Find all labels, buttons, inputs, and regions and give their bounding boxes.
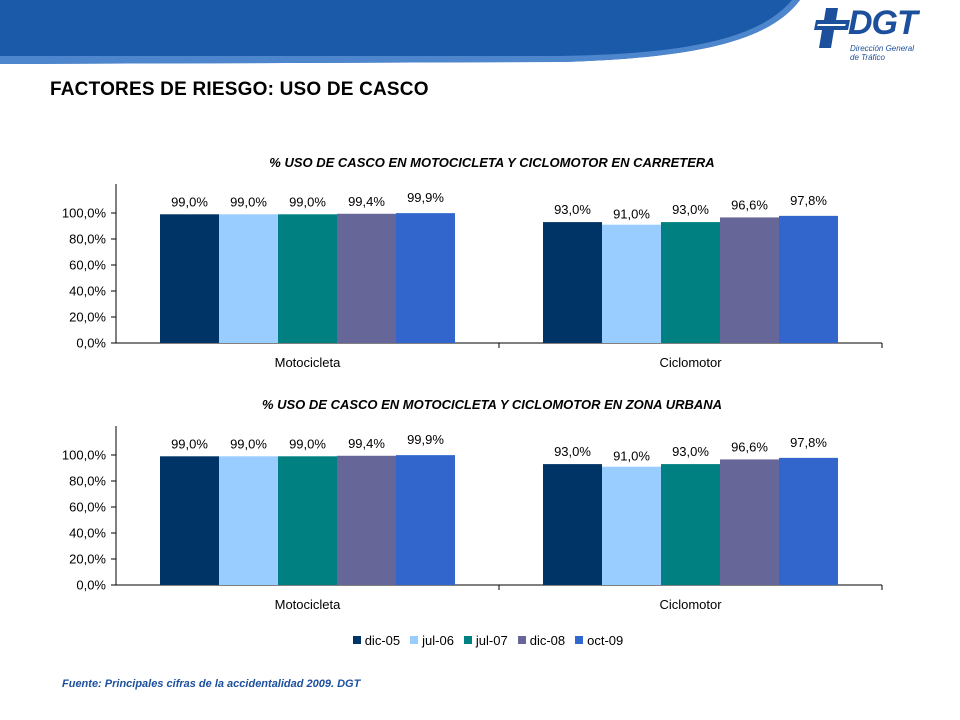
y-tick-label: 60,0%	[69, 500, 106, 515]
data-label: 99,9%	[407, 190, 444, 205]
bar-dic-05-motocicleta	[160, 456, 219, 585]
chart-title-carretera: % USO DE CASCO EN MOTOCICLETA Y CICLOMOT…	[269, 155, 715, 170]
data-label: 96,6%	[731, 439, 768, 454]
legend-label: jul-06	[422, 632, 454, 648]
banner-swoosh	[0, 0, 800, 64]
legend-swatch	[352, 636, 361, 644]
bar-oct-09-ciclomotor	[779, 215, 838, 343]
data-label: 99,9%	[407, 432, 444, 447]
legend-label: jul-07	[475, 632, 508, 648]
legend-item-oct-09: oct-09	[575, 631, 623, 649]
data-label: 99,0%	[230, 436, 267, 451]
data-label: 99,0%	[289, 436, 326, 451]
bar-dic-08-ciclomotor	[720, 459, 779, 585]
logo-text: DGT	[848, 4, 918, 42]
header-banner	[0, 0, 800, 64]
y-tick-label: 60,0%	[69, 258, 106, 273]
data-label: 99,0%	[289, 194, 326, 209]
data-label: 91,0%	[613, 449, 650, 464]
data-label: 91,0%	[613, 207, 650, 222]
legend-label: oct-09	[587, 632, 624, 648]
data-label: 99,0%	[230, 194, 267, 209]
y-tick-label: 80,0%	[69, 232, 106, 247]
bar-jul-06-motocicleta	[219, 214, 278, 343]
x-category-label: Motocicleta	[275, 355, 342, 370]
data-label: 96,6%	[731, 197, 768, 212]
y-tick-label: 20,0%	[69, 552, 106, 567]
bar-jul-06-motocicleta	[219, 456, 278, 585]
legend-item-jul-06: jul-06	[410, 631, 454, 649]
x-category-label: Motocicleta	[275, 597, 342, 612]
legend-swatch	[463, 636, 472, 644]
bar-jul-07-ciclomotor	[661, 222, 720, 343]
legend-label: dic-05	[364, 632, 401, 648]
chart-title-urbana: % USO DE CASCO EN MOTOCICLETA Y CICLOMOT…	[261, 397, 723, 412]
data-label: 99,0%	[171, 436, 208, 451]
data-label: 97,8%	[790, 193, 827, 208]
chart-carretera: 0,0% 20,0% 40,0% 60,0% 80,0% 100,0% 99,0% 99,0%…	[62, 184, 883, 370]
bar-dic-05-motocicleta	[160, 214, 219, 343]
bar-dic-08-motocicleta	[337, 213, 396, 343]
source-note: Fuente: Principales cifras de la acciden…	[62, 678, 361, 690]
bar-oct-09-ciclomotor	[779, 457, 838, 585]
bar-jul-06-ciclomotor	[602, 224, 661, 343]
bar-dic-08-ciclomotor	[720, 217, 779, 343]
dgt-cross-icon	[814, 8, 850, 48]
bar-jul-07-ciclomotor	[661, 464, 720, 585]
y-tick-label: 0,0%	[76, 578, 106, 593]
legend-swatch	[517, 636, 526, 644]
data-label: 99,4%	[348, 194, 385, 209]
y-tick-label: 40,0%	[69, 526, 106, 541]
bar-dic-05-ciclomotor	[543, 464, 602, 585]
logo-subtitle-line2: de Tráfico	[850, 53, 885, 62]
page-title: FACTORES DE RIESGO: USO DE CASCO	[50, 79, 429, 100]
legend-swatch	[410, 636, 419, 644]
data-label: 99,0%	[171, 194, 208, 209]
y-tick-label: 20,0%	[69, 310, 106, 325]
bar-jul-07-motocicleta	[278, 456, 337, 585]
bar-oct-09-motocicleta	[396, 213, 455, 343]
bar-oct-09-motocicleta	[396, 455, 455, 585]
data-label: 93,0%	[554, 202, 591, 217]
legend-swatch	[575, 636, 584, 644]
logo-subtitle: Dirección General de Tráfico	[850, 44, 914, 62]
bar-jul-07-motocicleta	[278, 214, 337, 343]
y-tick-label: 40,0%	[69, 284, 106, 299]
data-label: 93,0%	[672, 202, 709, 217]
legend-item-dic-05: dic-05	[352, 631, 401, 649]
y-tick-label: 0,0%	[76, 336, 106, 351]
bar-jul-06-ciclomotor	[602, 466, 661, 585]
legend-item-dic-08: dic-08	[517, 631, 566, 649]
x-category-label: Ciclomotor	[659, 355, 722, 370]
chart-urbana: 0,0% 20,0% 40,0% 60,0% 80,0% 100,0% 99,0% 99,0%…	[62, 426, 883, 612]
y-tick-label: 80,0%	[69, 474, 106, 489]
data-label: 99,4%	[348, 436, 385, 451]
legend-item-jul-07: jul-07	[463, 631, 508, 649]
bar-dic-08-motocicleta	[337, 455, 396, 585]
x-category-label: Ciclomotor	[659, 597, 722, 612]
data-label: 93,0%	[554, 444, 591, 459]
banner-swoosh-highlight	[0, 0, 800, 64]
legend-label: dic-08	[529, 632, 566, 648]
chart-legend: dic-05 jul-06 jul-07 dic-08 oct-09	[0, 631, 960, 649]
data-label: 93,0%	[672, 444, 709, 459]
dgt-logo: DGT Dirección General de Tráfico	[812, 4, 952, 64]
data-label: 97,8%	[790, 435, 827, 450]
logo-subtitle-line1: Dirección General	[850, 44, 915, 53]
y-tick-label: 100,0%	[62, 206, 107, 221]
bar-dic-05-ciclomotor	[543, 222, 602, 343]
y-tick-label: 100,0%	[62, 448, 107, 463]
